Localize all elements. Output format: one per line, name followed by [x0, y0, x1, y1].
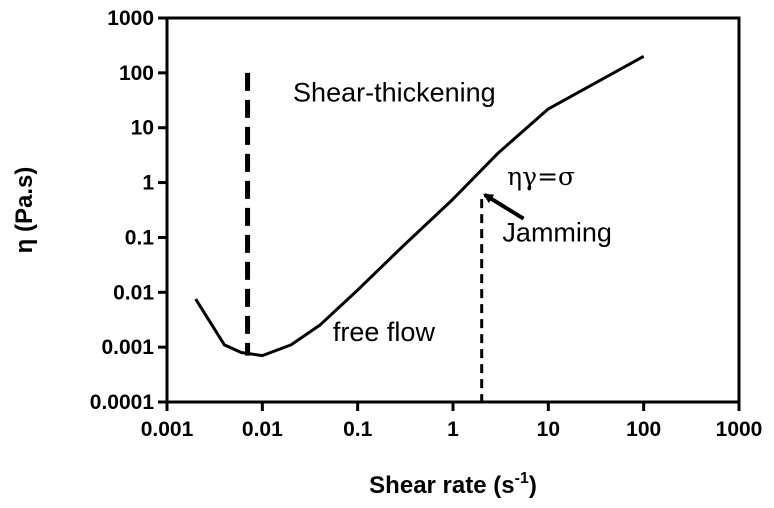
y-tick-label: 0.1 [125, 226, 155, 249]
x-axis-title: Shear rate (s-1) [369, 470, 537, 499]
jamming-arrow [482, 193, 525, 221]
x-tick-label: 100 [626, 418, 661, 441]
y-tick-label: 1 [142, 172, 154, 195]
y-tick-label: 100 [119, 62, 154, 85]
reference-lines [245, 72, 484, 402]
y-tick-label: 1000 [107, 7, 154, 30]
annotation-text: ηγ=σ [507, 162, 575, 191]
y-axis-title: η (Pa.s) [11, 167, 38, 254]
annotations: Shear-thickening ηγ=σ Jamming free flow [293, 78, 612, 347]
series-line-1 [194, 54, 645, 358]
annotation-text: Shear-thickening [293, 78, 496, 108]
y-tick-label: 0.0001 [90, 391, 155, 414]
y-tick-label: 0.01 [113, 281, 154, 304]
x-tick-label: 0.01 [242, 418, 283, 441]
series-group [194, 54, 645, 358]
y-tick-label: 10 [131, 117, 154, 140]
y-tick-label: 0.001 [101, 336, 154, 359]
x-tick-label: 0.001 [141, 418, 194, 441]
annotation-text: Jamming [502, 217, 612, 247]
plot-frame [165, 16, 741, 404]
x-tick-label: 0.1 [343, 418, 373, 441]
x-tick-label: 1000 [716, 418, 763, 441]
y-ticks: 0.0001 0.001 0.01 0.1 1 10 100 1000 [90, 7, 167, 414]
x-tick-label: 10 [537, 418, 560, 441]
x-tick-label: 1 [447, 418, 459, 441]
annotation-text: free flow [333, 317, 436, 347]
x-ticks: 0.001 0.01 0.1 1 10 100 1000 [141, 402, 763, 441]
